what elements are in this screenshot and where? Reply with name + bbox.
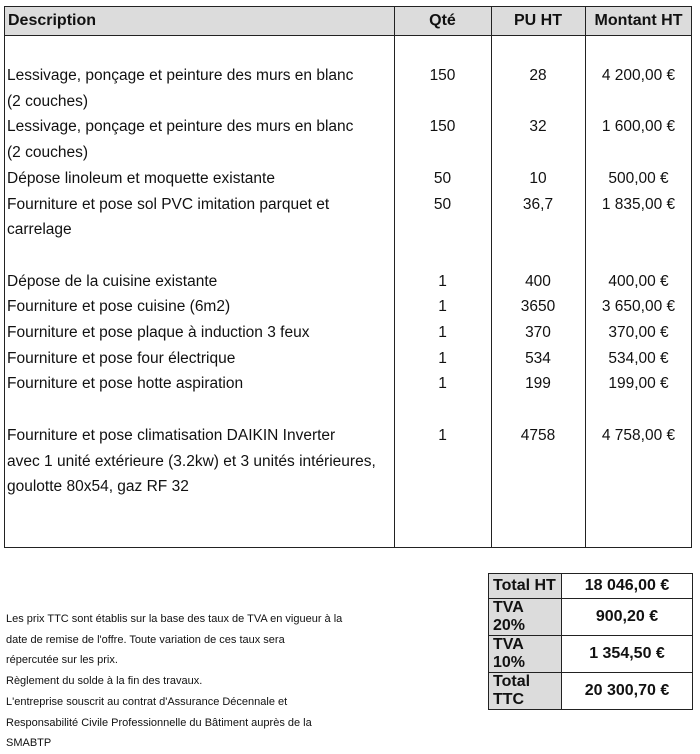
row-description: avec 1 unité extérieure (3.2kw) et 3 uni… bbox=[7, 452, 376, 470]
note-line: répercutée sur les prix. bbox=[6, 654, 118, 667]
row-pu: 4758 bbox=[520, 426, 556, 444]
table-row: Dépose de la cuisine existante 1 400 400,00… bbox=[5, 269, 691, 295]
totals-row: TVA 10% 1 354,50 € bbox=[488, 635, 693, 673]
row-amount: 4 758,00 € bbox=[601, 426, 676, 444]
row-qty: 1 bbox=[438, 298, 447, 316]
row-qty: 150 bbox=[429, 67, 456, 84]
total-value: 20 300,70 € bbox=[561, 672, 693, 710]
row-description: Dépose de la cuisine existante bbox=[7, 272, 218, 290]
row-pu: 3650 bbox=[520, 298, 556, 316]
row-amount: 534,00 € bbox=[608, 349, 669, 367]
row-pu: 32 bbox=[529, 118, 547, 136]
row-pu: 10 bbox=[529, 169, 547, 187]
row-description: Dépose linoleum et moquette existante bbox=[7, 169, 275, 187]
quote-table: Description Qté PU HT Montant HT Lessiva… bbox=[4, 6, 692, 548]
row-description: Fourniture et pose climatisation DAIKIN … bbox=[7, 426, 336, 444]
row-qty: 150 bbox=[429, 118, 456, 136]
row-amount: 370,00 € bbox=[608, 324, 669, 342]
table-row: Fourniture et pose plaque à induction 3 … bbox=[5, 320, 691, 346]
table-header: Description Qté PU HT Montant HT bbox=[5, 7, 691, 36]
row-pu: 534 bbox=[525, 349, 551, 367]
row-amount: 1 600,00 € bbox=[601, 118, 676, 136]
table-row: Lessivage, ponçage et peinture des murs … bbox=[5, 63, 691, 114]
note-line: Règlement du solde à la fin des travaux. bbox=[6, 675, 203, 688]
totals-table: Total HT 18 046,00 € TVA 20% 900,20 € TVA 10… bbox=[488, 573, 693, 710]
table-row: Fourniture et pose cuisine (6m2) 1 3650 3 6… bbox=[5, 294, 691, 320]
terms-notes: Les prix TTC sont établis sur la base de… bbox=[6, 609, 342, 754]
table-row: Lessivage, ponçage et peinture des murs … bbox=[5, 114, 691, 165]
row-description: (2 couches) bbox=[7, 92, 88, 110]
row-pu: 370 bbox=[525, 324, 551, 342]
totals-row: Total HT 18 046,00 € bbox=[488, 573, 693, 599]
total-value: 1 354,50 € bbox=[561, 635, 693, 673]
row-pu: 28 bbox=[529, 67, 547, 84]
row-qty: 50 bbox=[433, 169, 452, 187]
row-description: (2 couches) bbox=[7, 144, 88, 162]
note-line: L'entreprise souscrit au contrat d'Assur… bbox=[6, 695, 288, 708]
table-row: Dépose linoleum et moquette existante 50 1… bbox=[5, 166, 691, 192]
row-pu: 199 bbox=[525, 375, 551, 393]
row-description: Fourniture et pose hotte aspiration bbox=[7, 375, 244, 393]
row-amount: 1 835,00 € bbox=[601, 195, 676, 213]
column-divider bbox=[491, 7, 492, 547]
row-pu: 400 bbox=[525, 272, 551, 290]
row-amount: 500,00 € bbox=[608, 169, 669, 187]
total-label: TVA 20% bbox=[488, 598, 562, 636]
total-value: 900,20 € bbox=[561, 598, 693, 636]
row-description: Fourniture et pose plaque à induction 3 … bbox=[7, 324, 310, 342]
row-description: goulotte 80x54, gaz RF 32 bbox=[7, 478, 189, 496]
header-qty: Qté bbox=[429, 12, 456, 29]
row-description: Lessivage, ponçage et peinture des murs … bbox=[7, 118, 354, 136]
row-description: Lessivage, ponçage et peinture des murs … bbox=[7, 67, 354, 84]
total-label: Total TTC bbox=[488, 672, 562, 710]
table-row: Fourniture et pose sol PVC imitation par… bbox=[5, 192, 691, 243]
total-value: 18 046,00 € bbox=[561, 573, 693, 599]
row-description: Fourniture et pose four électrique bbox=[7, 349, 236, 367]
row-qty: 1 bbox=[438, 324, 447, 342]
table-row: Fourniture et pose four électrique 1 534 53… bbox=[5, 346, 691, 372]
column-divider bbox=[585, 7, 586, 547]
note-line: Les prix TTC sont établis sur la base de… bbox=[6, 613, 343, 625]
row-qty: 1 bbox=[438, 426, 447, 444]
totals-row: TVA 20% 900,20 € bbox=[488, 598, 693, 636]
row-amount: 4 200,00 € bbox=[601, 67, 676, 84]
row-description: Fourniture et pose cuisine (6m2) bbox=[7, 298, 231, 316]
row-qty: 1 bbox=[438, 272, 447, 290]
header-pu: PU HT bbox=[514, 12, 562, 29]
row-amount: 400,00 € bbox=[608, 272, 669, 290]
total-label: TVA 10% bbox=[488, 635, 562, 673]
row-description: Fourniture et pose sol PVC imitation par… bbox=[7, 195, 330, 213]
row-qty: 1 bbox=[438, 375, 447, 393]
total-label: Total HT bbox=[488, 573, 562, 599]
note-line: date de remise de l'offre. Toute variati… bbox=[6, 633, 285, 646]
row-qty: 1 bbox=[438, 349, 447, 367]
totals-row: Total TTC 20 300,70 € bbox=[488, 672, 693, 710]
row-amount: 199,00 € bbox=[608, 375, 669, 393]
table-body: Lessivage, ponçage et peinture des murs … bbox=[5, 63, 691, 500]
table-row: Fourniture et pose climatisation DAIKIN … bbox=[5, 423, 691, 500]
row-description: carrelage bbox=[7, 221, 72, 239]
table-row: Fourniture et pose hotte aspiration 1 199 1… bbox=[5, 371, 691, 397]
row-pu: 36,7 bbox=[522, 195, 554, 213]
row-amount: 3 650,00 € bbox=[601, 298, 676, 316]
column-divider bbox=[394, 7, 395, 547]
note-line: Responsabilité Civile Professionnelle du… bbox=[6, 716, 312, 729]
header-amount: Montant HT bbox=[594, 12, 683, 29]
header-description: Description bbox=[8, 12, 97, 29]
row-qty: 50 bbox=[433, 195, 452, 213]
